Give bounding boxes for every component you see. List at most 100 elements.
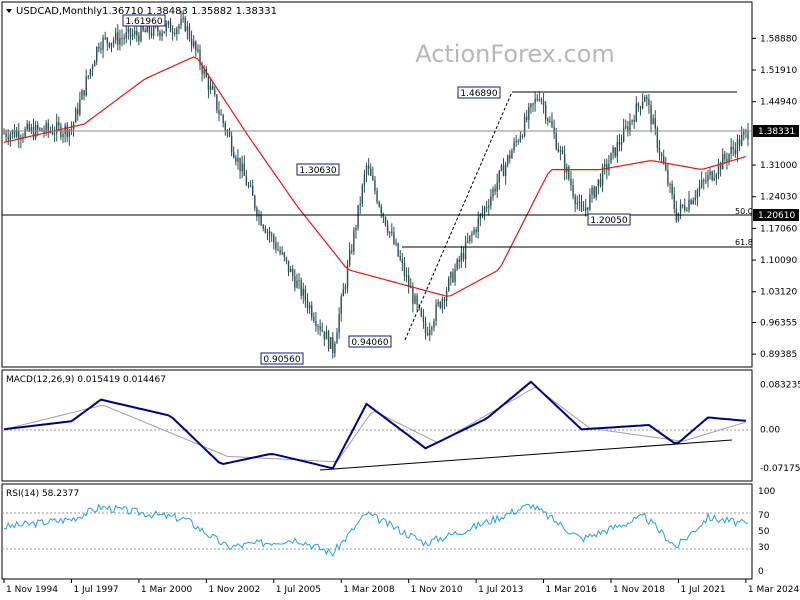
x-tick-label: 1 Nov 2010 [411,585,463,595]
candle-body [738,139,741,146]
candle-body [334,343,336,354]
candle-body [123,38,125,40]
price-panel-frame [1,1,753,368]
candle-body [260,214,262,226]
rsi-tick-label: 100 [758,487,775,497]
candle-body [420,308,423,317]
candle-body [243,163,245,176]
candle-body [658,147,661,155]
candle-body [98,47,100,49]
candle-body [163,31,165,34]
candle-body [165,24,167,32]
annotation-094060: 0.94060 [348,335,392,348]
candle-body [266,231,269,233]
price-tick-label: 1.31000 [760,161,797,171]
price-tick-label: 1.17060 [760,224,797,234]
candle-body [471,233,473,236]
candle-body [549,120,551,122]
candle-body [378,201,380,207]
candle-body [199,49,201,66]
candle-body [376,190,378,202]
macd-y-axis: 0.083235 0.00 -0.071754 [760,380,800,474]
candle-body [724,154,726,159]
candle-body [719,163,722,170]
candle-body [599,179,602,186]
candle-body [127,28,130,33]
candle-body [669,184,671,186]
candle-body [313,317,315,321]
candle-body [511,150,513,159]
candle-body [410,287,412,289]
candle-body [730,146,732,154]
candle-body [121,37,123,39]
candle-body [264,228,267,233]
candle-body [241,163,243,172]
candle-body [176,28,178,35]
candle-body [532,103,534,105]
candle-body [488,205,490,208]
rsi-tick-label: 70 [758,511,770,521]
price-tick-label: 1.10090 [760,256,797,266]
candle-body [268,231,271,235]
candle-body [732,146,734,150]
candle-body [325,331,328,340]
candle-body [530,104,532,108]
candle-body [220,113,222,116]
candle-body [722,154,724,170]
candle-body [363,174,366,186]
candle-body [306,300,309,309]
annotation-090560: 0.90560 [260,352,304,365]
price-tick-label: 1.44940 [760,98,797,108]
candle-body [426,333,429,335]
candle-body [717,163,720,175]
candle-body [591,187,593,195]
candle-body [551,120,553,128]
candle-body [547,118,549,122]
rsi-tick-label: 0 [758,567,764,577]
candle-body [281,252,283,254]
candle-body [656,128,659,148]
candle-body [216,94,218,111]
candle-body [39,128,41,130]
candle-body [441,298,444,308]
candle-body [209,85,212,90]
svg-text:1.20610: 1.20610 [758,211,795,221]
candle-body [469,235,471,242]
candle-body [161,33,163,37]
candle-body [553,127,555,134]
candle-body [618,141,621,145]
candle-body [112,40,115,43]
candle-body [89,69,92,76]
candle-body [245,175,248,186]
svg-text:1.20050: 1.20050 [590,216,627,226]
candle-body [692,200,694,204]
candle-body [399,256,401,260]
candle-body [557,149,560,152]
candle-body [622,127,625,142]
candle-body [654,118,656,129]
candle-body [188,26,191,39]
candle-body [298,280,300,282]
candle-body [235,157,237,162]
candle-body [15,131,18,137]
candle-body [538,99,541,101]
candle-body [254,195,256,209]
candle-body [391,231,393,233]
dropdown-arrow-icon[interactable] [6,9,12,13]
candle-body [515,141,517,143]
candle-body [104,37,106,39]
candle-body [64,125,66,134]
candle-body [397,243,399,257]
candle-body [224,123,227,131]
candle-body [323,331,326,340]
candle-body [186,26,189,31]
candle-body [329,337,332,349]
candle-body [207,77,210,90]
candle-body [43,131,45,133]
candle-body [70,129,73,131]
candle-body [452,272,454,282]
candle-body [18,131,20,140]
svg-text:1.61960: 1.61960 [125,17,162,27]
candle-body [393,232,395,244]
candle-body [637,103,640,107]
